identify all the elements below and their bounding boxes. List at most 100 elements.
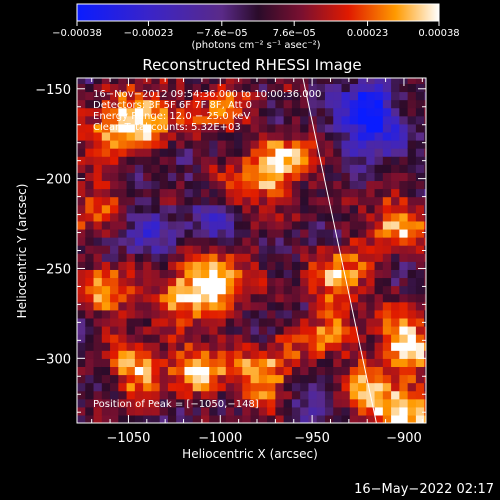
- heatmap-cell: [126, 204, 136, 214]
- heatmap-cell: [341, 414, 351, 423]
- heatmap-cell: [77, 91, 86, 101]
- heatmap-cell: [366, 204, 376, 214]
- heatmap-cell: [382, 261, 392, 270]
- heatmap-cell: [374, 237, 384, 246]
- heatmap-cell: [258, 180, 268, 190]
- heatmap-cell: [209, 325, 219, 335]
- heatmap-cell: [308, 228, 318, 238]
- heatmap-cell: [275, 374, 285, 384]
- y-tick-label: −300: [35, 352, 71, 367]
- heatmap-cell: [267, 188, 276, 198]
- heatmap-cell: [77, 414, 86, 423]
- heatmap-cell: [341, 220, 351, 230]
- heatmap-cell: [176, 91, 186, 101]
- heatmap-cell: [159, 180, 169, 190]
- heatmap-cell: [192, 196, 202, 206]
- heatmap-cell: [77, 253, 86, 262]
- heatmap-cell: [176, 78, 186, 84]
- heatmap-cell: [242, 325, 252, 335]
- heatmap-cell: [167, 196, 177, 206]
- heatmap-cell: [250, 78, 260, 84]
- heatmap-cell: [159, 309, 169, 319]
- heatmap-cell: [242, 277, 252, 287]
- heatmap-cell: [407, 350, 417, 359]
- heatmap-cell: [159, 131, 169, 141]
- heatmap-cell: [424, 131, 426, 141]
- heatmap-cell: [250, 301, 260, 311]
- heatmap-cell: [407, 277, 417, 287]
- heatmap-cell: [308, 220, 318, 230]
- heatmap-cell: [217, 285, 227, 295]
- heatmap-cell: [151, 78, 161, 84]
- heatmap-cell: [85, 204, 95, 214]
- heatmap-cell: [407, 148, 417, 157]
- heatmap-cell: [415, 188, 425, 198]
- heatmap-cell: [283, 164, 293, 173]
- heatmap-cell: [374, 374, 384, 384]
- heatmap-cell: [242, 164, 252, 173]
- heatmap-cell: [407, 309, 417, 319]
- heatmap-cell: [415, 91, 425, 101]
- heatmap-cell: [93, 366, 103, 376]
- annotation-detectors: Detectors: 3F 5F 6F 7F 8F, Att 0: [93, 100, 252, 111]
- heatmap-cell: [283, 228, 293, 238]
- heatmap-cell: [275, 285, 285, 295]
- heatmap-cell: [184, 237, 194, 246]
- heatmap-cell: [217, 172, 227, 182]
- heatmap-cell: [209, 212, 219, 222]
- heatmap-cell: [275, 204, 285, 214]
- heatmap-cell: [77, 261, 86, 270]
- heatmap-cell: [250, 139, 260, 149]
- heatmap-cell: [316, 99, 326, 109]
- heatmap-cell: [134, 374, 144, 384]
- colorbar-tick-label: −0.00023: [124, 28, 174, 39]
- heatmap-cell: [93, 156, 103, 165]
- heatmap-cell: [85, 317, 95, 327]
- heatmap-cell: [283, 277, 293, 287]
- heatmap-cell: [374, 91, 384, 101]
- heatmap-cell: [101, 83, 111, 93]
- heatmap-cell: [184, 334, 194, 343]
- heatmap-cell: [192, 317, 202, 327]
- heatmap-cell: [225, 212, 235, 222]
- heatmap-cell: [283, 350, 293, 359]
- heatmap-cell: [300, 139, 310, 149]
- heatmap-cell: [159, 245, 169, 254]
- heatmap-cell: [93, 180, 103, 190]
- heatmap-cell: [151, 115, 161, 125]
- heatmap-cell: [415, 325, 425, 335]
- heatmap-cell: [349, 406, 359, 416]
- heatmap-cell: [415, 156, 425, 165]
- heatmap-cell: [242, 107, 252, 117]
- heatmap-cell: [407, 285, 417, 295]
- heatmap-cell: [382, 148, 392, 157]
- heatmap-cell: [374, 204, 384, 214]
- heatmap-cell: [118, 188, 128, 198]
- heatmap-cell: [101, 285, 111, 295]
- heatmap-cell: [143, 390, 152, 400]
- heatmap-cell: [391, 156, 400, 165]
- heatmap-cell: [118, 374, 128, 384]
- heatmap-cell: [291, 131, 301, 141]
- heatmap-cell: [399, 139, 409, 149]
- heatmap-cell: [258, 350, 268, 359]
- heatmap-cell: [374, 269, 384, 279]
- heatmap-cell: [399, 390, 409, 400]
- heatmap-cell: [159, 406, 169, 416]
- heatmap-cell: [291, 220, 301, 230]
- heatmap-cell: [85, 228, 95, 238]
- heatmap-cell: [316, 309, 326, 319]
- heatmap-cell: [300, 237, 310, 246]
- heatmap-cell: [316, 172, 326, 182]
- heatmap-cell: [151, 325, 161, 335]
- heatmap-cell: [126, 212, 136, 222]
- heatmap-cell: [308, 285, 318, 295]
- heatmap-cell: [151, 253, 161, 262]
- heatmap-cell: [217, 245, 227, 254]
- heatmap-cell: [399, 406, 409, 416]
- heatmap-cell: [126, 228, 136, 238]
- heatmap-cell: [217, 107, 227, 117]
- heatmap-cell: [176, 180, 186, 190]
- heatmap-cell: [77, 196, 86, 206]
- heatmap-cell: [374, 293, 384, 303]
